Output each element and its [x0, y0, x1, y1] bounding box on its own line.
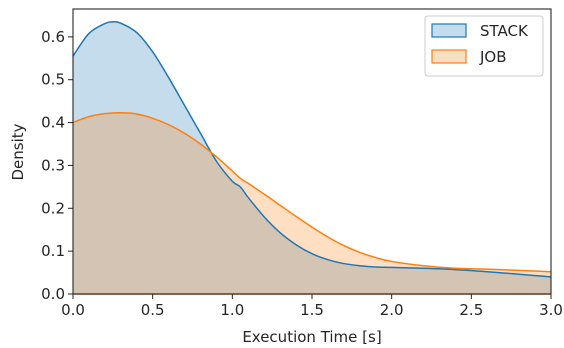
y-tick-label: 0.5 [41, 71, 65, 89]
legend: STACK JOB [424, 15, 544, 77]
y-tick-label: 0.4 [41, 114, 65, 132]
y-tick-label: 0.0 [41, 285, 65, 303]
legend-frame [424, 15, 544, 77]
x-tick-label: 0.5 [141, 301, 165, 319]
x-tick-label: 1.5 [300, 301, 324, 319]
job-area [73, 112, 551, 294]
stack-line [73, 21, 551, 278]
legend-label-stack: STACK [480, 22, 529, 40]
x-axis-label: Execution Time [s] [242, 328, 381, 346]
y-tick-label: 0.1 [41, 242, 65, 260]
y-axis-label: Density [9, 123, 27, 180]
x-tick-label: 2.5 [459, 301, 483, 319]
area-fills [73, 21, 551, 294]
y-axis-ticks: 0.0 0.1 0.2 0.3 0.4 0.5 0.6 [41, 28, 73, 303]
y-tick-label: 0.2 [41, 199, 65, 217]
x-tick-label: 0.0 [61, 301, 85, 319]
x-tick-label: 3.0 [539, 301, 563, 319]
legend-label-job: JOB [479, 48, 507, 66]
x-tick-label: 2.0 [380, 301, 404, 319]
y-tick-label: 0.3 [41, 156, 65, 174]
job-line [73, 111, 551, 273]
x-axis-ticks: 0.0 0.5 1.0 1.5 2.0 2.5 3.0 [61, 294, 563, 319]
legend-swatch-job [431, 49, 467, 64]
x-tick-label: 1.0 [220, 301, 244, 319]
legend-swatch-stack [431, 23, 467, 38]
stack-area [73, 21, 551, 294]
y-tick-label: 0.6 [41, 28, 65, 46]
